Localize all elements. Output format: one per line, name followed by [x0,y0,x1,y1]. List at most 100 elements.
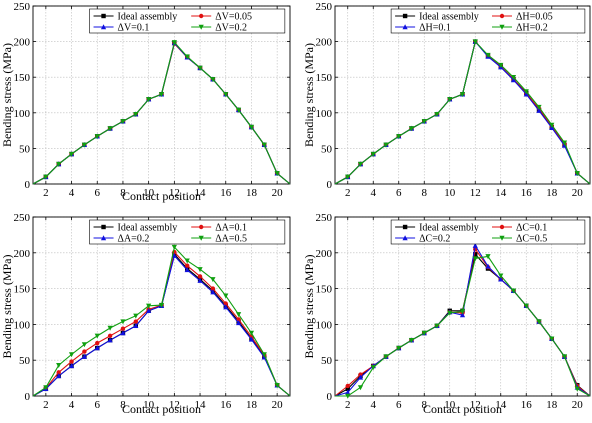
y-tick-label: 200 [14,248,31,260]
y-axis-label: Bending stress (MPa) [0,255,14,359]
data-point [498,62,504,68]
y-tick-label: 250 [14,212,31,224]
x-tick-label: 2 [43,399,49,411]
legend-item: ΔH=0.05 [492,12,553,23]
x-tick-label: 10 [143,187,155,199]
y-tick-label: 150 [316,284,333,296]
data-point [498,273,504,279]
data-point [472,242,478,248]
legend-swatch-marker [100,235,107,241]
data-point [523,303,529,309]
legend-item: ΔA=0.5 [191,234,247,245]
x-tick-label: 20 [572,187,584,199]
x-tick-label: 20 [272,187,284,199]
y-tick-label: 150 [14,72,31,84]
legend-item: Ideal assembly [93,12,178,23]
y-tick-label: 0 [327,179,333,191]
y-tick-label: 50 [19,355,31,367]
legend-swatch-marker [100,24,107,30]
x-tick-label: 4 [69,187,75,199]
x-tick-label: 2 [345,399,351,411]
y-tick-label: 100 [14,108,31,120]
x-tick-label: 18 [546,399,558,411]
data-point [358,372,363,377]
series-4 [32,244,291,397]
legend-label: Ideal assembly [118,12,178,23]
data-point [210,77,216,83]
data-point [185,263,190,268]
legend-swatch-marker [499,224,505,230]
y-tick-label: 250 [316,212,333,224]
data-point [94,345,100,351]
data-point [523,89,529,95]
data-point [184,267,190,273]
data-point [357,161,364,167]
data-point [459,309,466,315]
data-point [472,39,478,45]
data-point [210,289,216,295]
x-tick-label: 18 [546,187,558,199]
data-point [236,312,242,318]
data-point [549,122,555,128]
data-point [261,142,267,148]
legend-box [390,8,586,34]
series-4 [32,40,291,185]
data-point [236,107,242,113]
legend-label: ΔV=0.2 [215,23,247,34]
data-point [408,337,415,343]
legend-swatch-marker [198,24,204,30]
data-point [434,323,440,329]
data-point [274,171,280,177]
x-tick-label: 10 [444,187,456,199]
legend-item: ΔH=0.2 [492,23,548,34]
plot-frame [32,216,291,397]
y-tick-label: 100 [316,319,333,331]
data-point [447,310,453,316]
legend-swatch-marker [199,224,204,230]
legend-swatch-marker [101,13,106,19]
data-point [82,349,87,354]
legend-swatch-marker [402,13,408,19]
data-point [396,345,402,351]
data-point [81,353,87,359]
data-point [472,256,478,262]
legend-label: Ideal assembly [118,223,178,234]
series-4 [335,254,591,399]
legend: Ideal assembly ΔC=0.1 ΔC=0.2 ΔC=0.5 [390,219,586,245]
data-point [107,126,113,132]
y-tick-label: 150 [14,284,31,296]
x-tick-label: 8 [422,399,428,411]
legend-label: ΔH=0.2 [516,23,548,34]
x-tick-label: 18 [246,399,258,411]
x-tick-label: 2 [43,187,49,199]
data-point [210,286,216,291]
x-tick-label: 16 [521,187,533,199]
y-tick-label: 100 [14,319,31,331]
data-point [158,302,165,308]
x-tick-label: 2 [345,187,351,199]
data-point [81,142,87,148]
data-point [81,342,87,348]
data-point [345,383,350,389]
x-tick-label: 6 [396,187,402,199]
x-tick-label: 8 [120,187,126,199]
legend-label: ΔH=0.05 [516,12,553,23]
data-point [536,319,542,325]
data-point [197,65,203,71]
x-tick-label: 4 [371,399,377,411]
x-tick-label: 16 [521,399,533,411]
legend-label: ΔV=0.05 [215,12,252,23]
data-point [459,312,466,318]
data-point [43,174,49,180]
data-point [68,352,75,358]
data-point [120,330,126,336]
data-point [146,307,152,313]
y-tick-label: 200 [316,248,333,260]
legend-swatch-marker [101,224,106,230]
data-point [133,323,139,329]
data-point [434,112,440,118]
data-point [223,301,228,306]
data-point [197,274,203,279]
